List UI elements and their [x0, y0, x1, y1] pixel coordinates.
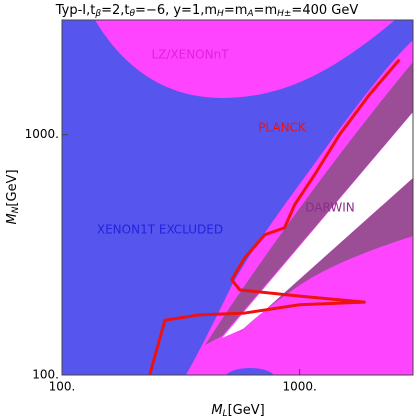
text-part: =m [254, 3, 278, 18]
y-tick-label: 1000. [25, 127, 59, 141]
text-part: M [5, 213, 20, 224]
subscript: L [223, 409, 228, 419]
annotation: XENON1T EXCLUDED [97, 223, 223, 237]
y-axis-label: MN[GeV] [5, 169, 21, 224]
annotation: DARWIN [305, 201, 354, 215]
blue-region [62, 20, 413, 375]
text-part: =2,t [101, 3, 129, 18]
annotation: LZ/XENONnT [151, 48, 229, 62]
purple-lower [236, 178, 413, 336]
annotation: PLANCK [258, 121, 307, 135]
subscript: A [246, 9, 253, 19]
text-part: [GeV] [228, 403, 265, 418]
x-tick-label: 1000. [282, 380, 316, 394]
plot-area [148, 58, 401, 375]
subscript: N [11, 206, 21, 213]
white-wedge [222, 112, 413, 338]
text-part: =400 GeV [291, 3, 358, 18]
blue-blob [226, 368, 274, 375]
x-axis-label: ML[GeV] [211, 403, 264, 419]
frame [61, 19, 414, 376]
subscript: θ [130, 9, 136, 19]
y-tick-label: 100. [32, 368, 59, 382]
regions [62, 20, 413, 375]
planck-curve [148, 58, 401, 375]
subscript: H [217, 9, 224, 19]
subscript: β [94, 9, 101, 19]
text-part: [GeV] [5, 169, 20, 206]
subscript: H± [277, 9, 291, 19]
chart-title: Typ-I,tβ=2,tθ=−6, y=1,mH=mA=mH±=400 GeV [55, 3, 359, 19]
text-part: M [211, 403, 222, 418]
purple-band [205, 62, 413, 345]
text-part: Typ-I,t [55, 3, 96, 18]
text-part: =−6, y=1,m [135, 3, 217, 18]
text-part: =m [224, 3, 248, 18]
x-tick-label: 100. [49, 380, 76, 394]
